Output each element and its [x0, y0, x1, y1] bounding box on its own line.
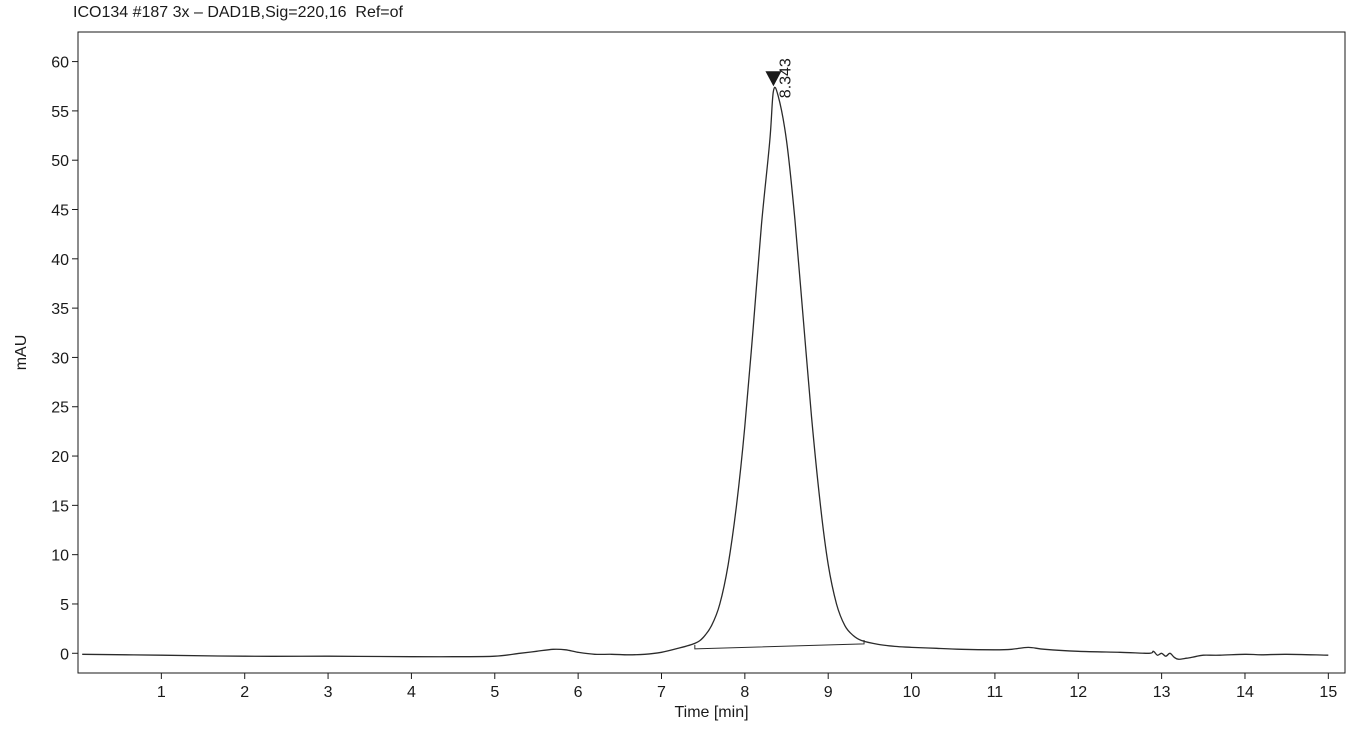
- y-tick-label: 5: [60, 597, 69, 614]
- integration-baseline: [694, 639, 865, 650]
- x-tick-label: 7: [657, 684, 666, 701]
- y-axis-ticks: 0 5 10 15 20 25 30 35 40 45 50 55 60: [51, 55, 78, 663]
- x-axis-label: Time [min]: [674, 704, 748, 721]
- x-tick-label: 8: [740, 684, 749, 701]
- x-tick-label: 12: [1069, 684, 1087, 701]
- x-tick-label: 1: [157, 684, 166, 701]
- x-tick-label: 15: [1319, 684, 1337, 701]
- x-tick-label: 5: [490, 684, 499, 701]
- y-tick-label: 10: [51, 548, 69, 565]
- y-tick-label: 50: [51, 153, 69, 170]
- plot-frame: [77, 31, 1346, 674]
- x-tick-label: 2: [240, 684, 249, 701]
- y-tick-label: 25: [51, 400, 69, 417]
- y-tick-label: 30: [51, 350, 69, 367]
- x-tick-label: 9: [824, 684, 833, 701]
- x-tick-label: 11: [987, 684, 1004, 701]
- x-tick-label: 13: [1153, 684, 1171, 701]
- y-tick-label: 35: [51, 301, 69, 318]
- chart-title: ICO134 #187 3x – DAD1B,Sig=220,16 Ref=of: [73, 4, 403, 21]
- y-axis-label: mAU: [13, 335, 30, 371]
- x-tick-label: 4: [407, 684, 416, 701]
- y-tick-label: 0: [60, 646, 69, 663]
- y-tick-label: 20: [51, 449, 69, 466]
- chromatogram-trace: [82, 86, 1329, 660]
- x-tick-label: 3: [324, 684, 333, 701]
- x-tick-label: 10: [903, 684, 921, 701]
- peak-marker-icon: [765, 71, 782, 87]
- y-tick-label: 55: [51, 104, 69, 121]
- x-tick-label: 6: [574, 684, 583, 701]
- y-tick-label: 45: [51, 203, 69, 220]
- y-tick-label: 40: [51, 252, 69, 269]
- x-axis-ticks: 1 2 3 4 5 6 7 8 9 10 11 12 13 14 15: [157, 673, 1337, 701]
- peak-retention-time-label: 8.343: [777, 58, 794, 98]
- y-tick-label: 60: [51, 55, 69, 72]
- x-tick-label: 14: [1236, 684, 1254, 701]
- y-tick-label: 15: [51, 498, 69, 515]
